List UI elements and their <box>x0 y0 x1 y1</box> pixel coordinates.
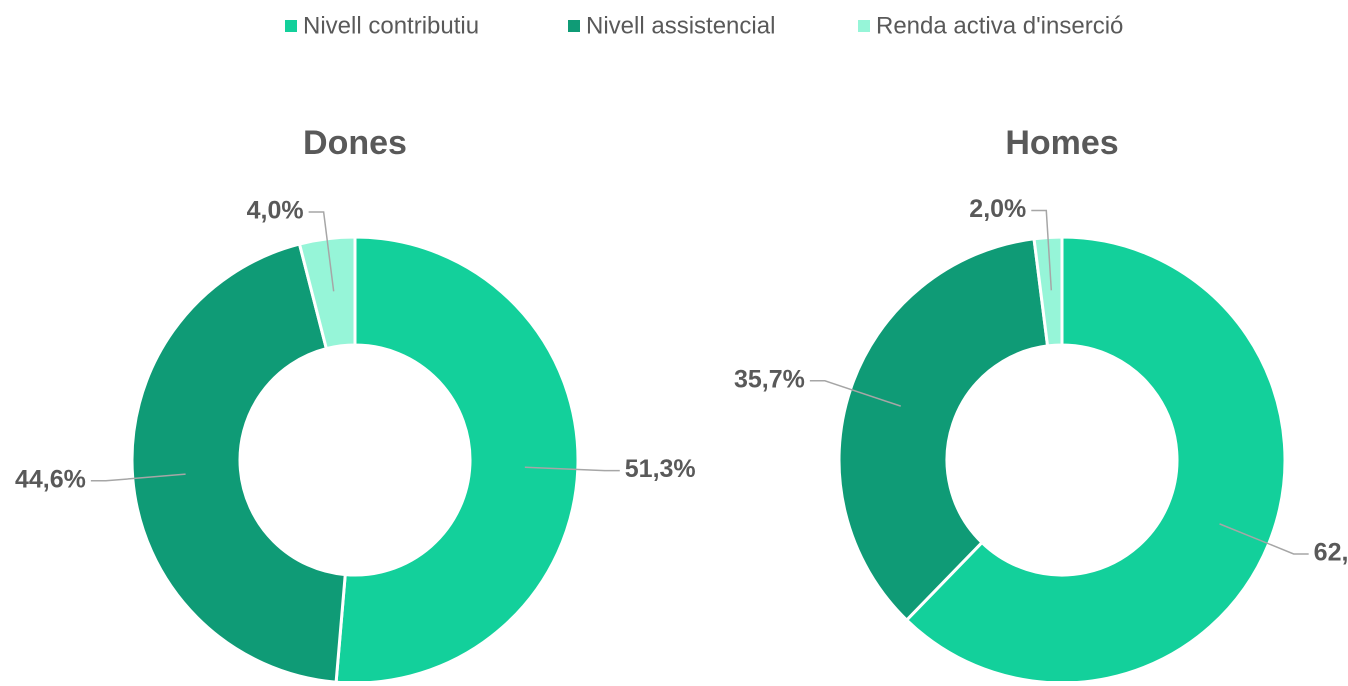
leader-line <box>90 473 186 482</box>
legend-swatch <box>568 20 580 32</box>
leader-line <box>1031 209 1053 291</box>
donut-slice <box>904 235 1287 685</box>
data-label: 2,0% <box>969 195 1026 223</box>
leader-line <box>1219 523 1309 555</box>
donut-slice <box>1032 235 1064 348</box>
donut-slice <box>334 235 580 685</box>
leader-line <box>524 466 620 472</box>
data-label: 51,3% <box>625 455 696 483</box>
data-label: 4,0% <box>247 197 304 225</box>
data-label: 35,7% <box>734 365 805 393</box>
legend-label: Nivell assistencial <box>586 12 775 39</box>
leader-line <box>308 211 335 292</box>
leader-line <box>809 380 901 407</box>
data-label: 44,6% <box>15 465 86 493</box>
chart-title: Homes <box>1005 124 1118 162</box>
legend-label: Nivell contributiu <box>303 12 479 39</box>
legend-label: Renda activa d'inserció <box>876 12 1123 39</box>
legend-swatch <box>858 20 870 32</box>
legend-swatch <box>285 20 297 32</box>
data-label: 62,2% <box>1314 539 1348 567</box>
donut-slice <box>837 237 1050 623</box>
donut-slice <box>130 242 347 684</box>
donut-slice <box>297 235 357 351</box>
chart-title: Dones <box>303 124 407 162</box>
